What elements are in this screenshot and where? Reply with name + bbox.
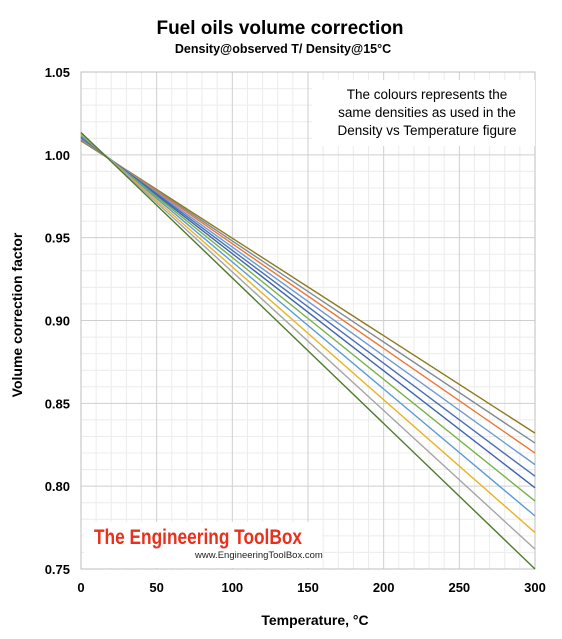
y-tick-label: 1.00: [45, 148, 70, 163]
plot-frame: [80, 71, 536, 570]
logo-url: www.EngineeringToolBox.com: [194, 550, 323, 561]
series-line-5: [80, 136, 536, 477]
series-layer: [80, 131, 536, 570]
y-tick-label: 1.05: [45, 65, 70, 80]
chart-title: Fuel oils volume correction: [156, 18, 403, 39]
annotation-line-3: Density vs Temperature figure: [337, 123, 516, 138]
chart-subtitle: Density@observed T/ Density@15°C: [175, 42, 391, 56]
x-tick-labels: 0 50 100 150 200 250 300: [77, 580, 545, 595]
series-line-7: [80, 135, 536, 502]
y-tick-label: 0.95: [45, 231, 70, 246]
y-axis-label: Volume correction factor: [9, 232, 25, 397]
series-line-3: [80, 138, 536, 454]
series-line-9: [80, 133, 536, 534]
series-line-11: [80, 131, 536, 570]
x-tick-label: 100: [221, 580, 243, 595]
series-line-4: [80, 137, 536, 466]
annotation-line-1: The colours represents the: [347, 87, 508, 102]
x-axis-label: Temperature, °C: [261, 612, 368, 628]
major-gridlines: [81, 72, 535, 569]
x-tick-label: 150: [297, 580, 319, 595]
y-tick-label: 0.85: [45, 396, 70, 411]
x-tick-label: 300: [524, 580, 546, 595]
engineering-toolbox-logo: The Engineering ToolBox www.EngineeringT…: [84, 522, 323, 568]
x-tick-label: 0: [77, 580, 84, 595]
series-line-8: [80, 134, 536, 517]
series-line-10: [80, 132, 536, 550]
logo-title: The Engineering ToolBox: [94, 526, 302, 549]
y-tick-label: 0.80: [45, 479, 70, 494]
annotation-box: [312, 80, 535, 146]
series-line-6: [80, 136, 536, 489]
series-line-1: [80, 140, 536, 434]
y-tick-label: 0.75: [45, 562, 70, 577]
x-tick-label: 200: [373, 580, 395, 595]
y-tick-label: 0.90: [45, 314, 70, 329]
x-tick-label: 250: [448, 580, 470, 595]
annotation-line-2: same densities as used in the: [338, 105, 516, 120]
logo-background: [84, 522, 322, 568]
series-line-2: [80, 139, 536, 444]
x-tick-label: 50: [149, 580, 163, 595]
y-tick-labels: 0.75 0.80 0.85 0.90 0.95 1.00 1.05: [45, 65, 70, 577]
